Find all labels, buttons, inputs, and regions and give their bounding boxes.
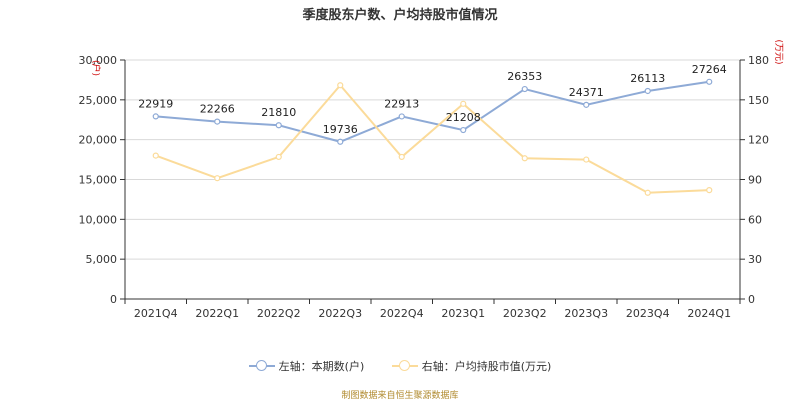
right-tick-label: 60 [748,213,762,226]
data-label: 26353 [507,70,542,83]
data-point-left [460,126,467,134]
series-line-left [155,80,710,143]
data-point-left [152,113,159,120]
data-label: 22919 [138,97,173,110]
legend: 左轴：本期数(户) 右轴：户均持股市值(万元) [0,358,800,375]
right-tick-label: 30 [748,253,762,266]
right-tick-label: 180 [748,54,769,67]
left-tick-label: 25,000 [79,94,118,107]
data-point-left [275,122,282,129]
data-point-right [644,189,651,196]
data-label: 24371 [569,86,604,99]
legend-label-right: 右轴：户均持股市值(万元) [421,360,552,373]
data-point-right [152,152,159,159]
legend-label-left: 左轴：本期数(户) [278,360,365,373]
data-label: 22913 [384,97,419,110]
right-tick-label: 150 [748,94,769,107]
data-point-left [706,78,713,85]
data-point-left [398,113,405,120]
series-points [152,78,713,196]
right-tick-label: 90 [748,174,762,187]
x-tick-label: 2024Q1 [687,307,731,320]
series-lines [155,80,710,194]
axes: 0 5,000 10,000 15,000 20,000 25,000 30,000 0 30 6… [79,39,784,320]
data-point-right [275,153,282,161]
x-tick-label: 2021Q4 [134,307,178,320]
right-tick-label: 0 [748,293,755,306]
data-point-left [521,85,528,93]
data-point-right [337,82,344,89]
left-tick-label: 30,000 [79,54,118,67]
left-tick-label: 10,000 [79,213,118,226]
x-tick-label: 2022Q1 [195,307,239,320]
x-tick-label: 2023Q3 [564,307,608,320]
data-label: 19736 [323,123,358,136]
data-point-left [583,101,590,108]
left-tick-label: 15,000 [79,174,118,187]
data-label: 21810 [261,106,296,119]
legend-swatch-right-icon [391,360,418,372]
left-axis-unit: (户) [90,60,102,76]
data-label: 27264 [692,63,727,76]
data-point-left [644,87,651,95]
source-note: 制图数据来自恒生聚源数据库 [341,391,459,401]
gridlines [125,59,740,260]
data-point-left [214,118,221,125]
data-point-right [214,175,221,182]
legend-item-right[interactable]: 右轴：户均持股市值(万元) [391,358,552,374]
x-tick-label: 2023Q2 [503,307,547,320]
data-point-right [583,156,590,163]
series-line-right [155,83,710,194]
legend-item-left[interactable]: 左轴：本期数(户) [248,358,365,374]
x-tick-label: 2022Q3 [318,307,362,320]
right-tick-label: 120 [748,134,769,147]
data-labels: 22919 22266 21810 19736 22913 21208 26353 24371… [138,63,727,136]
data-point-right [460,100,467,107]
chart-title: 季度股东户数、户均持股市值情况 [302,8,498,23]
x-tick-label: 2022Q4 [380,307,424,320]
left-tick-label: 0 [110,293,117,306]
x-tick-label: 2022Q2 [257,307,301,320]
data-point-left [337,138,344,145]
legend-swatch-left-icon [248,360,275,372]
data-point-right [706,187,713,194]
data-point-right [521,155,528,162]
left-tick-label: 20,000 [79,134,118,147]
left-tick-label: 5,000 [86,253,118,266]
right-axis-unit: (万元) [773,39,783,64]
data-label: 22266 [200,103,235,116]
data-label: 21208 [446,111,481,124]
data-label: 26113 [630,72,665,85]
x-tick-label: 2023Q4 [626,307,670,320]
data-point-right [398,153,405,161]
x-tick-label: 2023Q1 [441,307,485,320]
